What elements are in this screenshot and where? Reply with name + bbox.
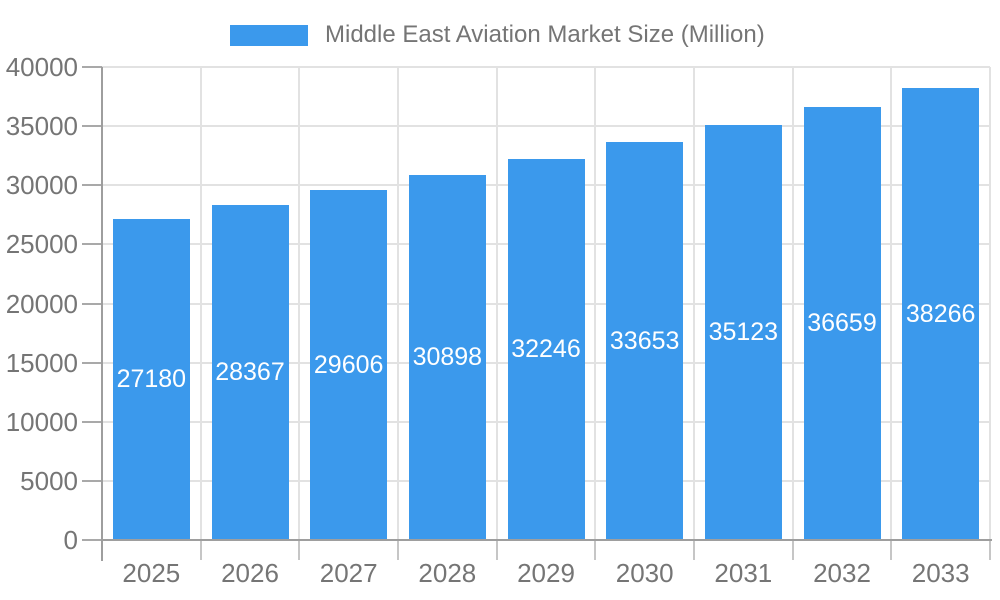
x-gridline [397, 67, 399, 540]
y-tick-mark [82, 184, 102, 187]
x-tick-label: 2030 [615, 558, 674, 588]
bar [211, 204, 289, 540]
bar [310, 189, 388, 540]
x-gridline [890, 67, 893, 540]
y-tick-label: 25000 [5, 229, 78, 260]
bar-value-label: 33653 [609, 327, 680, 356]
bar-value-label: 29606 [313, 350, 384, 379]
x-tick-label: 2026 [221, 558, 279, 588]
x-tick-label: 2028 [418, 558, 477, 588]
bar [408, 174, 486, 540]
y-axis-line [101, 67, 103, 561]
x-tick-mark [199, 540, 202, 560]
x-tick-label: 2032 [813, 558, 871, 588]
x-gridline [495, 67, 498, 540]
y-tick-mark [82, 479, 102, 482]
x-tick-mark [495, 540, 498, 560]
x-tick-label: 2025 [122, 558, 181, 588]
y-tick-label: 10000 [5, 406, 78, 437]
x-tick-label: 2029 [517, 558, 575, 588]
legend-swatch-icon [230, 24, 308, 46]
y-tick-mark [82, 302, 102, 305]
x-gridline [693, 67, 695, 540]
y-tick-mark [82, 66, 102, 68]
y-tick-label: 30000 [5, 170, 78, 201]
bar [704, 124, 782, 540]
y-tick-label: 0 [63, 525, 78, 555]
y-tick-label: 20000 [5, 288, 78, 319]
x-tick-mark [791, 540, 794, 560]
x-gridline [989, 67, 991, 540]
y-tick-mark [82, 361, 102, 364]
y-tick-mark [82, 420, 102, 423]
x-gridline [298, 67, 301, 540]
x-tick-mark [890, 540, 893, 560]
bar [606, 142, 684, 540]
x-gridline [199, 67, 202, 540]
y-gridline [102, 125, 990, 128]
x-tick-mark [594, 540, 597, 560]
bar-value-label: 36659 [807, 309, 877, 338]
bar-value-label: 38266 [905, 299, 976, 328]
bar-value-label: 35123 [708, 318, 779, 347]
y-tick-label: 40000 [5, 52, 78, 82]
y-tick-mark [82, 243, 102, 246]
x-tick-label: 2027 [319, 558, 378, 588]
bar-value-label: 32246 [511, 335, 581, 364]
bar-value-label: 30898 [412, 343, 483, 372]
y-tick-label: 5000 [20, 465, 78, 496]
legend-item[interactable]: Middle East Aviation Market Size (Millio… [230, 21, 765, 49]
bar [112, 218, 190, 540]
x-tick-mark [693, 540, 695, 560]
bar-value-label: 28367 [215, 358, 285, 387]
x-tick-mark [298, 540, 301, 560]
x-gridline [791, 67, 794, 540]
y-tick-label: 35000 [5, 111, 78, 142]
x-tick-label: 2033 [911, 558, 970, 588]
x-axis-line [101, 539, 992, 541]
y-tick-label: 15000 [5, 347, 78, 378]
bar-value-label: 27180 [116, 365, 187, 394]
x-tick-label: 2031 [714, 558, 773, 588]
x-tick-mark [397, 540, 399, 560]
bar [902, 87, 980, 540]
y-tick-mark [82, 539, 102, 541]
x-gridline [594, 67, 597, 540]
bar [507, 158, 585, 540]
y-gridline [102, 66, 990, 68]
y-tick-mark [82, 125, 102, 128]
x-tick-mark [989, 540, 991, 560]
bar [803, 106, 881, 540]
legend-label: Middle East Aviation Market Size (Millio… [325, 21, 765, 48]
